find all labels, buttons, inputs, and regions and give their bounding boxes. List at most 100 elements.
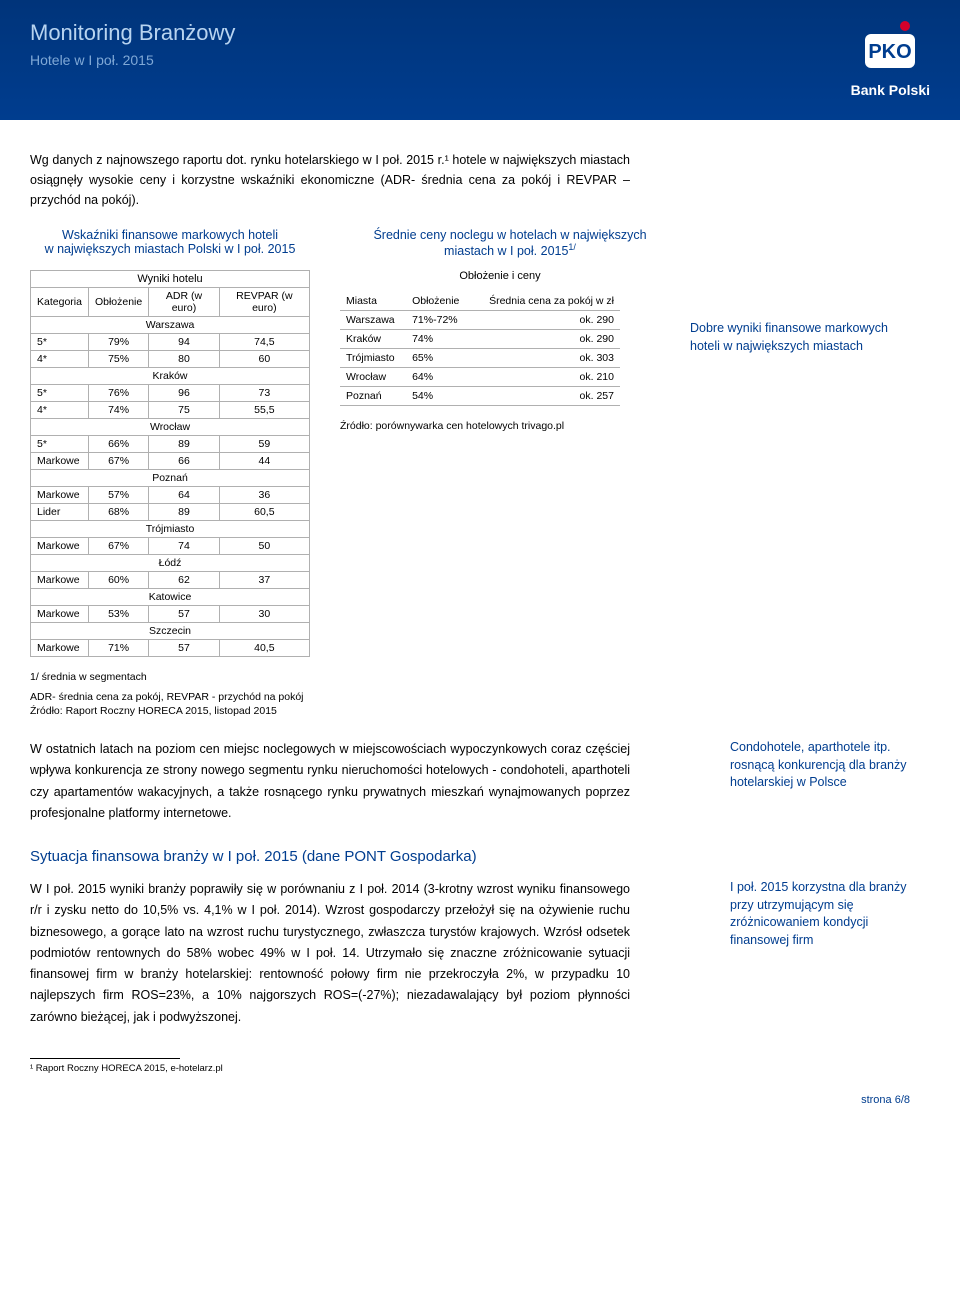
table-city-header: Poznań [31, 470, 310, 487]
table-cell: Markowe [31, 453, 89, 470]
pko-logo-icon: PKO [855, 20, 925, 80]
intro-paragraph: Wg danych z najnowszego raportu dot. ryn… [30, 150, 630, 210]
table-cell: Warszawa [340, 311, 406, 330]
table-row: Trójmiasto65%ok. 303 [340, 349, 620, 368]
table-cell: Poznań [340, 387, 406, 406]
table-cell: Markowe [31, 606, 89, 623]
table-cell: 60% [88, 572, 148, 589]
footnote-seg: 1/ średnia w segmentach [30, 671, 930, 683]
th-city-occ: Obłożenie [406, 292, 471, 311]
bottom-footnote: ¹ Raport Roczny HORECA 2015, e-hotelarz.… [30, 1063, 930, 1074]
table2-title: Średnie ceny noclegu w hotelach w najwię… [350, 228, 670, 258]
section2-row: W I poł. 2015 wyniki branży poprawiły si… [30, 879, 930, 1028]
table-cell: 36 [219, 487, 309, 504]
table-cell: 74 [149, 538, 219, 555]
table-cell: Lider [31, 504, 89, 521]
table-cell: 57 [149, 606, 219, 623]
table-cell: 94 [149, 334, 219, 351]
table-cell: 66% [88, 436, 148, 453]
table-cell: 37 [219, 572, 309, 589]
table-row: Markowe67%6644 [31, 453, 310, 470]
table-cell: 59 [219, 436, 309, 453]
table-cell: 67% [88, 453, 148, 470]
header-title: Monitoring Branżowy [30, 20, 235, 46]
table2-title-text: Średnie ceny noclegu w hotelach w najwię… [373, 228, 646, 258]
table-cell: 74,5 [219, 334, 309, 351]
city-table-wrap: Obłożenie i ceny Miasta Obłożenie Średni… [340, 270, 660, 432]
hotel-table-wrap: Wyniki hotelu Kategoria Obłożenie ADR (w… [30, 270, 310, 657]
table-cell: 4* [31, 351, 89, 368]
table-row: 5*66%8959 [31, 436, 310, 453]
table-row: Markowe53%5730 [31, 606, 310, 623]
table-row: Markowe57%6436 [31, 487, 310, 504]
margin-note-2: Condohotele, aparthotele itp. rosnącą ko… [730, 739, 930, 792]
table-city-header: Wrocław [31, 419, 310, 436]
table-cell: 76% [88, 385, 148, 402]
table-cell: Wrocław [340, 368, 406, 387]
table-cell: 54% [406, 387, 471, 406]
table-cell: 71%-72% [406, 311, 471, 330]
table-row: 5*79%9474,5 [31, 334, 310, 351]
header-left: Monitoring Branżowy Hotele w I poł. 2015 [30, 20, 235, 68]
table-row: Wrocław64%ok. 210 [340, 368, 620, 387]
table-cell: Kraków [340, 330, 406, 349]
mid-footnotes: 1/ średnia w segmentach ADR- średnia cen… [30, 671, 930, 717]
city-table-super-header: Obłożenie i ceny [340, 270, 660, 282]
table-cell: 50 [219, 538, 309, 555]
para2-row: W ostatnich latach na poziom cen miejsc … [30, 719, 930, 824]
table-row: Lider68%8960,5 [31, 504, 310, 521]
table-cell: 53% [88, 606, 148, 623]
table-cell: 57 [149, 640, 219, 657]
table-cell: 5* [31, 436, 89, 453]
th-city: Miasta [340, 292, 406, 311]
hotel-table: Wyniki hotelu Kategoria Obłożenie ADR (w… [30, 270, 310, 657]
table-cell: Markowe [31, 640, 89, 657]
table-cell: 40,5 [219, 640, 309, 657]
table-city-header: Szczecin [31, 623, 310, 640]
tables-row: Wyniki hotelu Kategoria Obłożenie ADR (w… [30, 270, 930, 657]
table-cell: 80 [149, 351, 219, 368]
page-number: strona 6/8 [30, 1094, 930, 1106]
table-cell: 55,5 [219, 402, 309, 419]
th-city-price: Średnia cena za pokój w zł [471, 292, 620, 311]
table-cell: 62 [149, 572, 219, 589]
table-cell: 66 [149, 453, 219, 470]
logo-text: Bank Polski [851, 82, 930, 98]
table2-source: Źródło: porównywarka cen hotelowych triv… [340, 420, 660, 432]
th-revpar: REVPAR (w euro) [219, 288, 309, 317]
table-cell: ok. 210 [471, 368, 620, 387]
table-cell: 65% [406, 349, 471, 368]
table-row: Warszawa71%-72%ok. 290 [340, 311, 620, 330]
table-cell: 79% [88, 334, 148, 351]
th-category: Kategoria [31, 288, 89, 317]
table-cell: 60 [219, 351, 309, 368]
table2-title-sup: 1/ [568, 242, 576, 252]
table-cell: ok. 257 [471, 387, 620, 406]
table-cell: Markowe [31, 538, 89, 555]
section-heading-finance: Sytuacja finansowa branży w I poł. 2015 … [30, 848, 930, 865]
hotel-table-super-header: Wyniki hotelu [31, 271, 310, 288]
table-cell: 68% [88, 504, 148, 521]
table-cell: 5* [31, 334, 89, 351]
paragraph-condo: W ostatnich latach na poziom cen miejsc … [30, 739, 630, 824]
table-cell: Markowe [31, 487, 89, 504]
table-row: Kraków74%ok. 290 [340, 330, 620, 349]
table-cell: 74% [88, 402, 148, 419]
header-subtitle: Hotele w I poł. 2015 [30, 52, 235, 68]
table-cell: 44 [219, 453, 309, 470]
table-cell: 75 [149, 402, 219, 419]
table-row: Markowe71%5740,5 [31, 640, 310, 657]
table-row: Poznań54%ok. 257 [340, 387, 620, 406]
table-cell: 64% [406, 368, 471, 387]
table-city-header: Łódź [31, 555, 310, 572]
table-cell: 64 [149, 487, 219, 504]
table-cell: 75% [88, 351, 148, 368]
paragraph-finance: W I poł. 2015 wyniki branży poprawiły si… [30, 879, 630, 1028]
table-cell: 89 [149, 504, 219, 521]
margin-note-1: Dobre wyniki finansowe markowych hoteli … [690, 320, 890, 355]
table-cell: ok. 290 [471, 311, 620, 330]
content-area: Wg danych z najnowszego raportu dot. ryn… [0, 120, 960, 1126]
table-cell: ok. 303 [471, 349, 620, 368]
table-cell: 71% [88, 640, 148, 657]
footnote-separator [30, 1058, 180, 1059]
